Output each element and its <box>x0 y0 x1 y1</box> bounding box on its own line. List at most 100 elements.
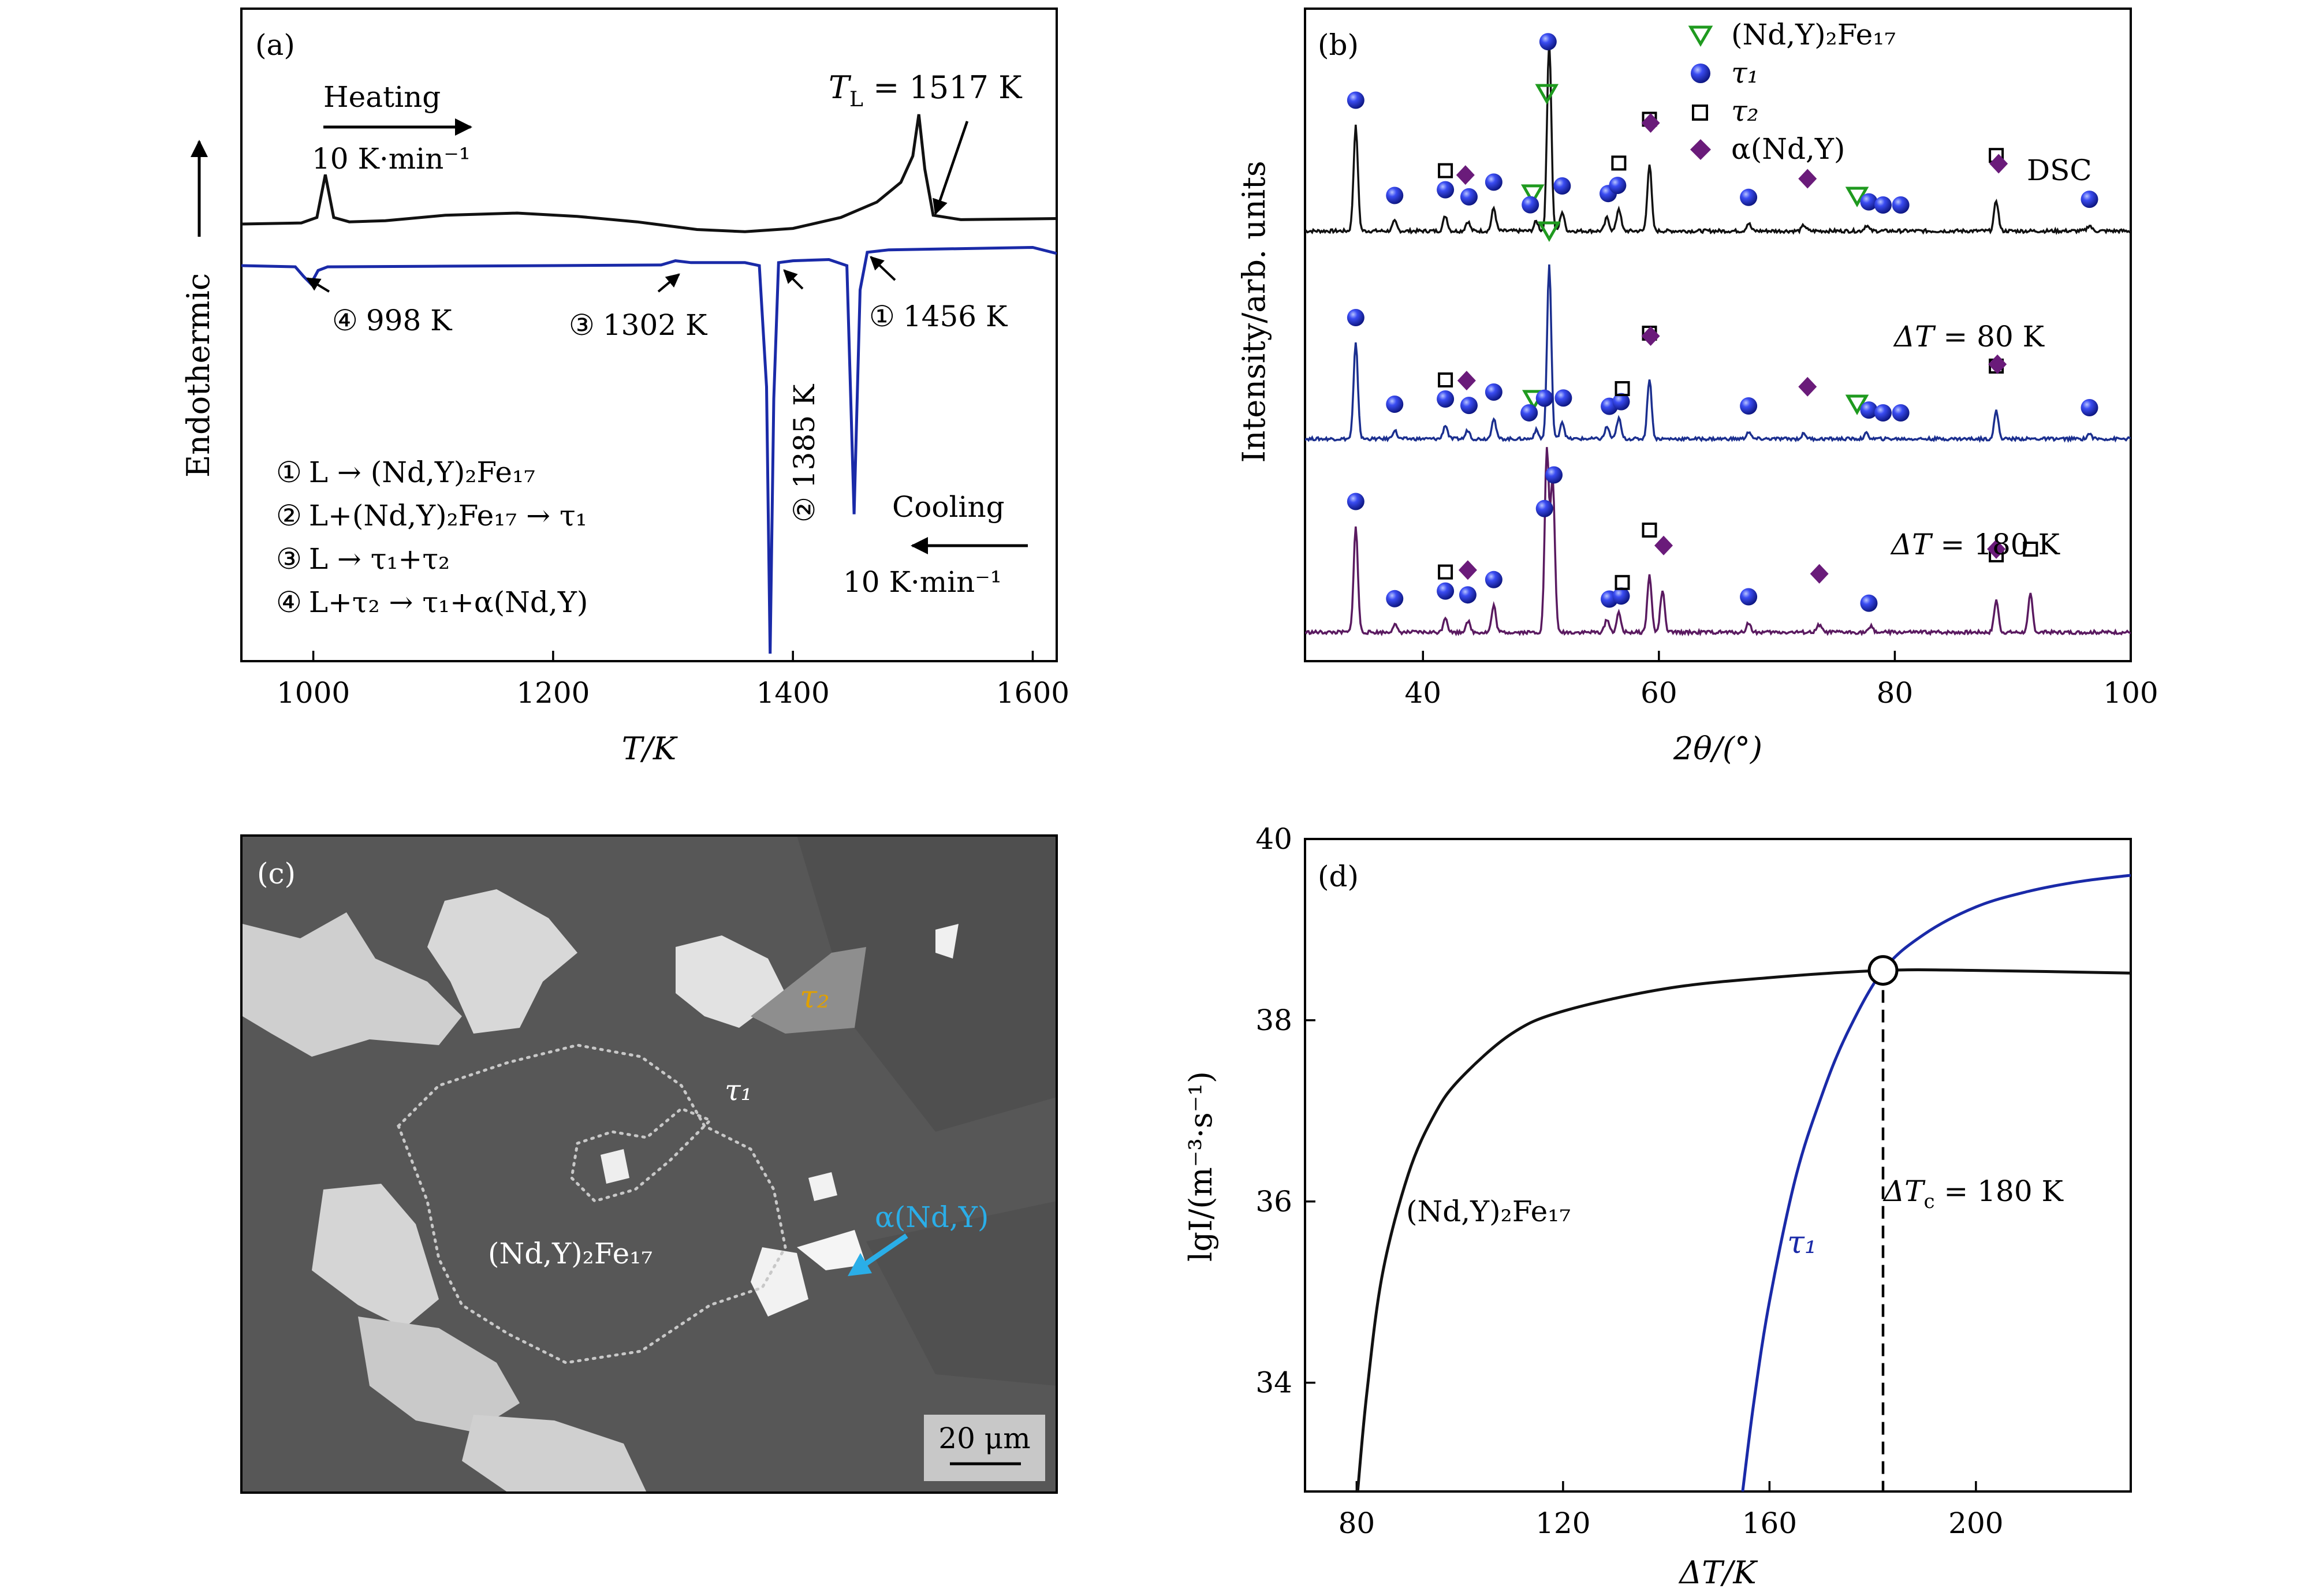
reaction-4: ④ L+τ₂ → τ₁+α(Nd,Y) <box>276 586 588 619</box>
tau1-marker <box>1860 193 1878 211</box>
sem-bright-phase-center <box>601 1149 629 1184</box>
alpha-marker <box>1641 113 1660 133</box>
tau1-nucleation-curve <box>1741 874 2131 1491</box>
sem-shade-patch <box>797 836 1057 1132</box>
panel-a-frame <box>240 8 1058 662</box>
nd2fe17-marker <box>1535 84 1559 105</box>
legend-triangle-icon <box>1688 25 1713 47</box>
sem-bright-phase-topright <box>676 935 785 1028</box>
tl-subscript: L <box>849 88 863 111</box>
panel-d-label: (d) <box>1318 860 1359 893</box>
reaction-1-marker: ① <box>276 456 302 489</box>
sem-dotted-boundary <box>397 1043 787 1364</box>
critical-label: ΔTc = 180 K <box>1882 1174 2064 1213</box>
alpha-marker <box>1798 376 1817 397</box>
tau1-marker <box>1460 397 1478 415</box>
tau1-marker <box>1740 588 1758 606</box>
critical-subscript: c <box>1923 1190 1934 1213</box>
heating-title: Heating <box>323 80 441 114</box>
dt180-label: ΔT = 180 K <box>1890 528 2060 561</box>
tau1-marker <box>1485 570 1502 588</box>
alpha-marker <box>1457 371 1476 391</box>
panel-d-ytick-label: 36 <box>1255 1185 1292 1218</box>
sem-image <box>241 836 1057 1493</box>
reaction-3-text: L → τ₁+τ₂ <box>309 542 450 576</box>
tau2-marker <box>1615 575 1630 590</box>
sem-shade-patch-2 <box>866 1201 1057 1386</box>
tau1-marker <box>1539 33 1557 51</box>
dt80-label: ΔT = 80 K <box>1893 320 2045 353</box>
dt180-value: = 180 K <box>1931 528 2060 561</box>
alpha-marker <box>1798 169 1817 189</box>
tau1-marker <box>1612 587 1630 605</box>
panel-d-ticks: 80 120 160 200 34 36 38 40 <box>1255 822 2003 1540</box>
tau1-marker <box>1520 404 1538 422</box>
xrd-pattern-line <box>1305 264 2131 443</box>
tau1-marker <box>1554 389 1572 407</box>
legend-square-icon <box>1692 105 1708 121</box>
tau1-marker <box>1535 499 1553 517</box>
tau1-marker <box>1437 390 1455 408</box>
xrd-phase-markers <box>1347 33 2098 612</box>
peak-1-arrow <box>870 256 896 281</box>
tl-arrow <box>933 121 969 215</box>
peak-1-label: ① 1456 K <box>869 300 1008 333</box>
critical-prefix: ΔT <box>1882 1174 1926 1208</box>
peak-2-temp: 1385 K <box>788 383 821 489</box>
panel-a-ylabel: Endothermic <box>180 273 217 478</box>
reaction-2: ② L+(Nd,Y)₂Fe₁₇ → τ₁ <box>276 499 587 532</box>
tau1-marker <box>1892 404 1910 422</box>
nd2fe17-marker <box>1537 221 1561 243</box>
sem-alpha-region <box>797 1230 866 1270</box>
panel-b-xtick-label: 80 <box>1877 676 1914 710</box>
legend-tau1: τ₁ <box>1731 56 1759 90</box>
sem-bright-phase-bottomright <box>751 1247 808 1317</box>
sem-bright-phase-bottom <box>462 1415 647 1493</box>
peak-4-label: ④ 998 K <box>332 304 453 337</box>
alpha-marker <box>1458 560 1477 580</box>
tau2-marker <box>1615 381 1630 397</box>
peak-3-arrow <box>657 273 680 293</box>
tau1-marker <box>1612 393 1630 411</box>
tau1-marker <box>1860 401 1878 419</box>
sem-bright-phase-bottomleft <box>358 1317 520 1432</box>
panel-b-xtick-label: 40 <box>1404 676 1441 710</box>
tau1-marker <box>1553 177 1571 195</box>
panel-d-ylabel: lgI/(m⁻³·s⁻¹) <box>1183 1071 1219 1262</box>
tl-annotation: TL = 1517 K <box>829 69 1023 111</box>
cooling-rate: 10 K·min⁻¹ <box>843 565 1002 599</box>
tl-value: = 1517 K <box>863 69 1023 106</box>
panel-a-x-ticks: 1000 1200 1400 1600 <box>277 651 1069 710</box>
legend-nd2fe17: (Nd,Y)₂Fe₁₇ <box>1731 18 1896 51</box>
tau1-marker <box>1892 196 1910 214</box>
alpha-marker <box>1987 539 2006 559</box>
alpha-marker <box>1654 535 1673 555</box>
panel-d-xtick-label: 200 <box>1948 1506 2003 1540</box>
legend-sphere-icon <box>1691 64 1710 83</box>
reaction-2-marker: ② <box>276 499 302 532</box>
intersection-marker <box>1867 955 1899 986</box>
sem-tau2-label: τ₂ <box>800 979 830 1015</box>
tau2-marker <box>2023 542 2038 557</box>
panel-d-xlabel: ΔT/K <box>1678 1554 1758 1591</box>
tau1-marker <box>1347 91 1364 109</box>
panel-c-frame <box>240 834 1058 1494</box>
legend-diamond-icon <box>1690 139 1711 160</box>
tau1-marker <box>1460 188 1478 206</box>
panel-b-frame <box>1304 8 2132 662</box>
panel-d-xtick-label: 120 <box>1535 1506 1590 1540</box>
peak-3-marker: ③ <box>569 308 595 342</box>
alpha-marker <box>1989 154 2008 174</box>
tau1-marker <box>2081 191 2098 208</box>
alpha-marker <box>1456 165 1475 185</box>
panel-b: (b) 40 60 80 100 2θ/(°) Intensity/arb. unit… <box>1236 8 2158 767</box>
legend-tau2: τ₂ <box>1731 94 1759 128</box>
tau2-marker <box>1438 564 1453 580</box>
panel-d-xtick-label: 80 <box>1339 1506 1375 1540</box>
tau1-marker <box>1437 582 1455 600</box>
panel-b-label: (b) <box>1318 28 1359 62</box>
tau1-marker <box>1609 177 1627 195</box>
